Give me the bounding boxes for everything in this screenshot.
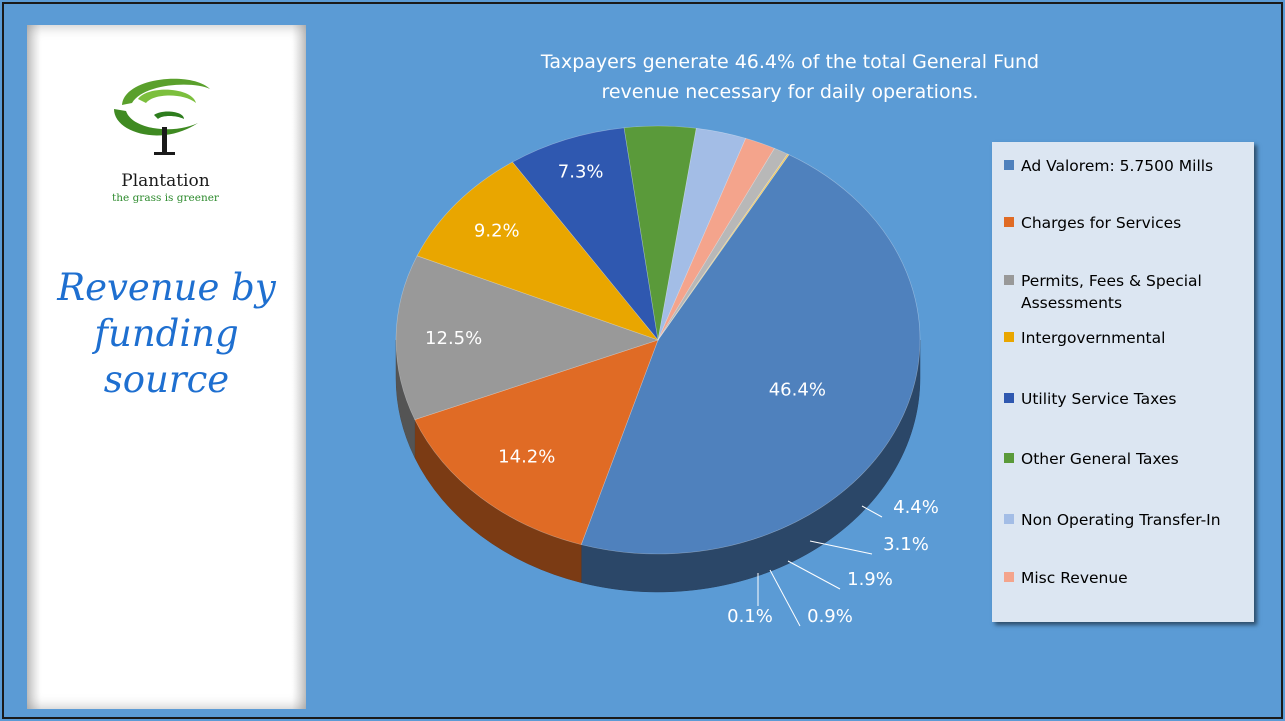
legend-swatch [1004, 393, 1014, 403]
legend-swatch [1004, 453, 1014, 463]
tree-icon [114, 78, 210, 155]
chart-title-line: Taxpayers generate 46.4% of the total Ge… [540, 51, 1040, 73]
data-label: 14.2% [498, 447, 555, 468]
pie-slice [657, 147, 789, 341]
legend-label: Misc Revenue [1021, 569, 1128, 587]
plantation-logo: Plantation the grass is greener [92, 63, 239, 210]
pie-top [395, 125, 921, 555]
legend-swatch [1004, 572, 1014, 582]
leader-line [769, 569, 801, 627]
pie-slice [657, 127, 747, 341]
data-label: 0.1% [727, 606, 773, 627]
chart-title: Taxpayers generate 46.4% of the total Ge… [470, 47, 1110, 107]
pie-slice [414, 339, 659, 545]
pie-slice [580, 154, 921, 555]
data-label: 3.1% [883, 534, 929, 555]
pie-slice [623, 125, 697, 341]
left-panel: Plantation the grass is greener Revenue … [27, 25, 306, 709]
legend-label: Other General Taxes [1021, 450, 1179, 468]
pie-slice [657, 137, 775, 341]
data-label: 4.4% [893, 497, 939, 518]
logo-tagline: the grass is greener [112, 192, 219, 204]
leader-line [861, 505, 883, 518]
pie-data-labels: 46.4% 14.2% 12.5% 9.2% 7.3% 4.4% 3.1% 1.9% 0.9% 0… [425, 162, 939, 627]
data-label: 12.5% [425, 328, 482, 349]
chart-title-line: revenue necessary for daily operations. [601, 81, 979, 103]
side-title: Revenue by funding source [27, 265, 306, 403]
legend-swatch [1004, 160, 1014, 170]
logo-name: Plantation [121, 171, 210, 191]
side-title-line: Revenue by [57, 266, 276, 309]
legend-label: Utility Service Taxes [1021, 390, 1177, 408]
data-label: 0.9% [807, 606, 853, 627]
chart-legend: Ad Valorem: 5.7500 Mills Charges for Serv… [992, 142, 1254, 622]
pie-slice [657, 153, 790, 341]
legend-label: Intergovernmental [1021, 329, 1166, 347]
legend-label: Ad Valorem: 5.7500 Mills [1021, 157, 1214, 175]
data-label: 46.4% [769, 380, 826, 401]
pie-slice [395, 255, 659, 420]
legend-swatch [1004, 514, 1014, 524]
legend-label: Permits, Fees & Special Assessments [1021, 272, 1202, 312]
data-label: 1.9% [847, 569, 893, 590]
legend-label: Charges for Services [1021, 214, 1182, 232]
leader-line [787, 560, 841, 590]
side-title-line: source [103, 358, 230, 401]
data-label: 9.2% [474, 221, 520, 242]
side-title-line: funding [94, 312, 239, 355]
pie-slice [512, 127, 659, 342]
pie-slice [416, 161, 659, 341]
legend-label: Non Operating Transfer-In [1021, 511, 1221, 529]
data-label: 7.3% [558, 162, 604, 183]
legend-swatch [1004, 332, 1014, 342]
legend-swatch [1004, 275, 1014, 285]
leader-line [809, 540, 873, 555]
legend-swatch [1004, 217, 1014, 227]
